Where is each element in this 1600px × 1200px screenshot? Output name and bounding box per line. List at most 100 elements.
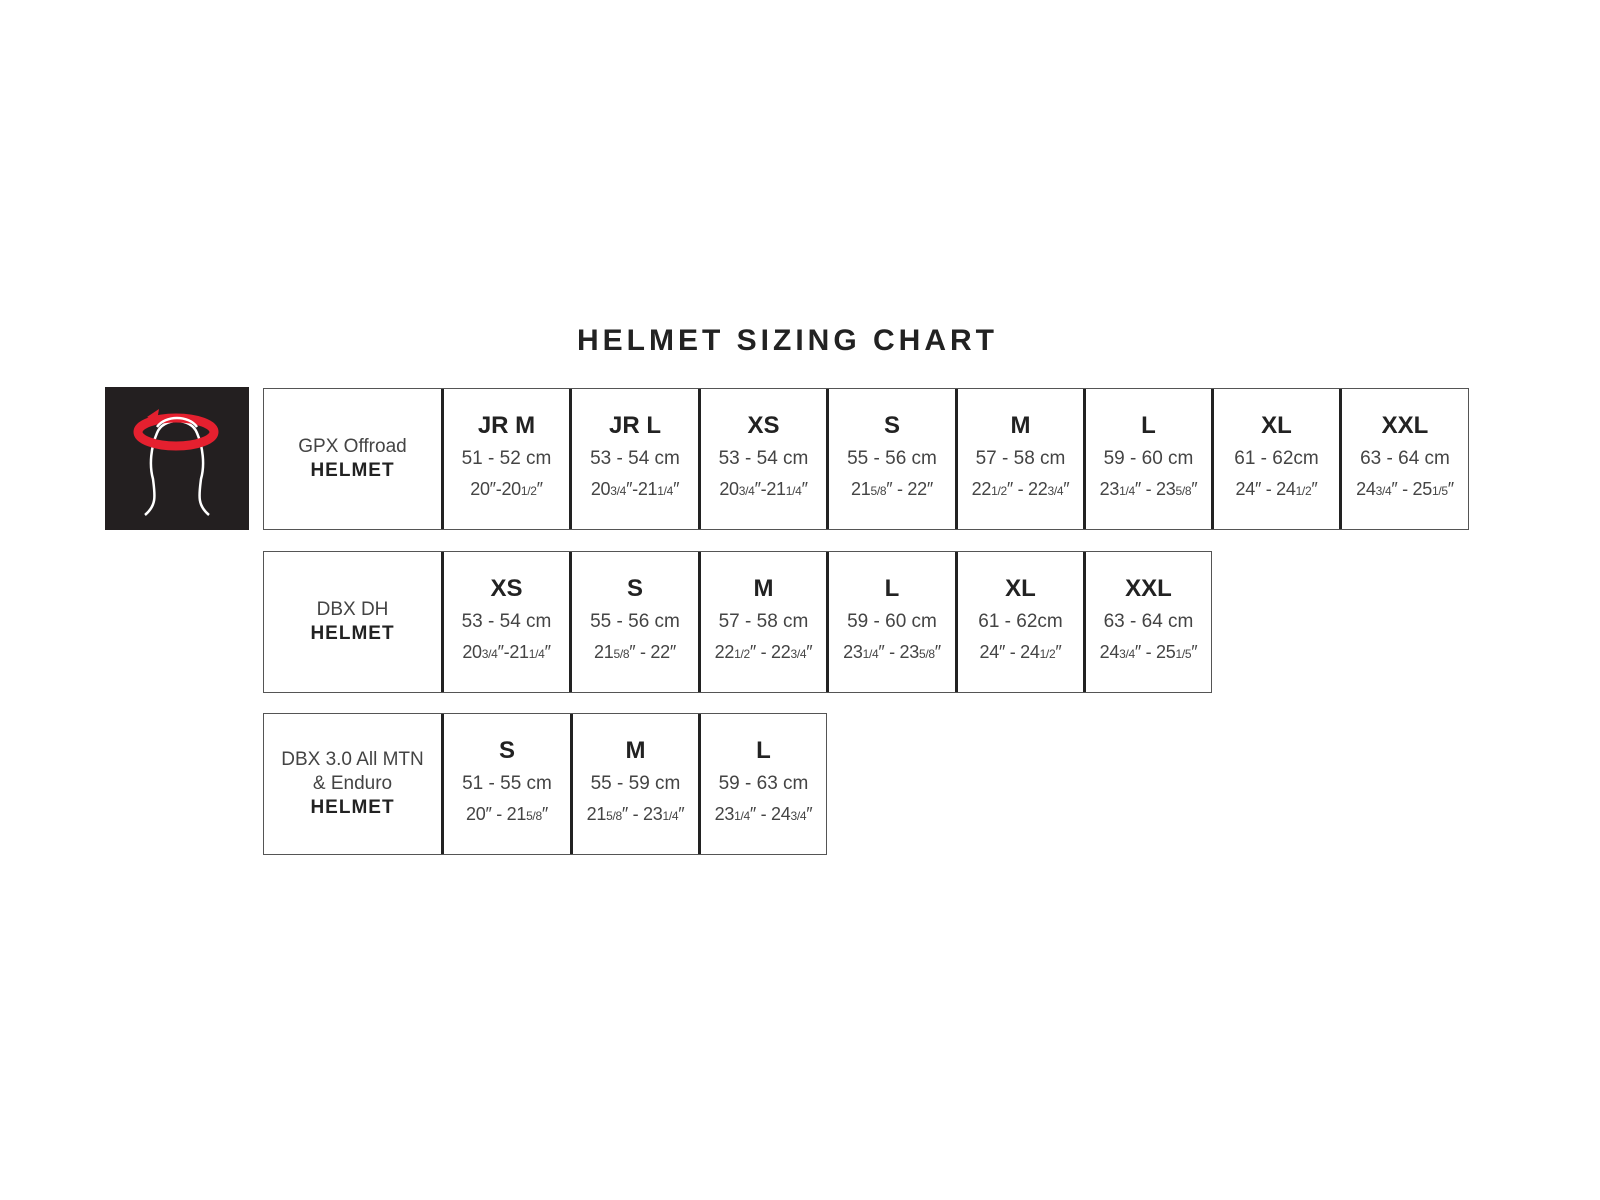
chart-title: HELMET SIZING CHART [577,324,998,357]
size-cell: XS 53 - 54 cm 203/4″-211/4″ [698,389,826,529]
size-cm: 53 - 54 cm [718,448,809,469]
fraction: 3/4 [790,647,807,661]
size-label: S [626,575,643,602]
fraction: 1/4 [662,809,679,823]
fraction: 1/4 [734,809,750,823]
size-cm: 61 - 62cm [1234,448,1319,469]
size-inches: 203/4″-211/4″ [462,642,551,662]
size-inches: 243/4″ - 251/5″ [1099,642,1198,662]
size-label: XXL [1125,575,1172,602]
fraction: 1/2 [1039,647,1056,661]
size-label: XXL [1381,412,1429,439]
size-cell: M 57 - 58 cm 221/2″ - 223/4″ [698,552,826,692]
size-cm: 61 - 62cm [978,611,1063,632]
size-inches: 231/4″ - 243/4″ [714,804,813,824]
size-inches: 203/4″-211/4″ [719,479,808,499]
fraction: 5/8 [918,647,935,661]
size-cm: 55 - 59 cm [590,773,681,794]
size-cm: 53 - 54 cm [590,448,680,469]
fraction: 1/5 [1431,484,1448,498]
fraction: 1/2 [991,484,1007,498]
model-name: GPX Offroad [298,436,407,457]
size-cell: S 55 - 56 cm 215/8″ - 22″ [569,552,698,692]
size-cm: 63 - 64 cm [1360,448,1450,469]
size-cm: 51 - 52 cm [461,448,552,469]
size-cell: XS 53 - 54 cm 203/4″-211/4″ [441,552,569,692]
size-label: M [1010,412,1031,439]
fraction: 5/8 [613,647,630,661]
fraction: 5/8 [606,809,622,823]
helmet-model-label: DBX 3.0 All MTN & Enduro HELMET [264,714,441,854]
fraction: 3/4 [1375,484,1392,498]
size-cell: M 55 - 59 cm 215/8″ - 231/4″ [570,714,698,854]
helmet-model-label: DBX DH HELMET [264,552,441,692]
size-cell: L 59 - 63 cm 231/4″ - 243/4″ [698,714,826,854]
size-label: S [498,737,515,764]
head-circumference-icon [105,387,249,530]
size-label: L [756,737,771,764]
size-cell: M 57 - 58 cm 221/2″ - 223/4″ [955,389,1083,529]
model-name-line2: & Enduro [312,773,393,794]
size-cm: 57 - 58 cm [718,611,809,632]
size-label: XL [1005,575,1036,602]
size-label: M [625,737,646,764]
size-cell: JR M 51 - 52 cm 20″-201/2″ [441,389,569,529]
size-cell: L 59 - 60 cm 231/4″ - 235/8″ [826,552,955,692]
size-cell: JR L 53 - 54 cm 203/4″-211/4″ [569,389,698,529]
helmet-type: HELMET [310,623,395,644]
size-inches: 24″ - 241/2″ [1235,479,1318,499]
size-label: M [753,575,774,602]
size-cell: XL 61 - 62cm 24″ - 241/2″ [955,552,1083,692]
size-inches: 243/4″ - 251/5″ [1356,479,1454,499]
size-cm: 59 - 63 cm [718,773,809,794]
size-cm: 55 - 56 cm [590,611,680,632]
dbx-3-all-mtn-size-table: DBX 3.0 All MTN & Enduro HELMET S 51 - 55 cm… [263,713,827,855]
size-inches: 215/8″ - 231/4″ [586,804,685,824]
size-cm: 55 - 56 cm [847,448,937,469]
size-cell: S 55 - 56 cm 215/8″ - 22″ [826,389,955,529]
fraction: 3/4 [790,809,807,823]
gpx-offroad-size-table: GPX Offroad HELMET JR M 51 - 52 cm 20″-201/2… [263,388,1469,530]
fraction: 5/8 [1175,484,1192,498]
size-inches: 203/4″-211/4″ [590,479,680,499]
size-inches: 221/2″ - 223/4″ [714,642,813,662]
size-label: S [883,412,900,439]
size-cell: XXL 63 - 64 cm 243/4″ - 251/5″ [1339,389,1468,529]
size-cell: XXL 63 - 64 cm 243/4″ - 251/5″ [1083,552,1211,692]
helmet-model-label: GPX Offroad HELMET [264,389,441,529]
fraction: 5/8 [526,809,542,823]
size-label: JR L [608,412,661,439]
size-label: XS [747,412,780,439]
fraction: 1/4 [657,484,674,498]
fraction: 1/4 [1119,484,1135,498]
fraction: 3/4 [610,484,627,498]
size-cell: S 51 - 55 cm 20″ - 215/8″ [441,714,570,854]
dbx-dh-size-table: DBX DH HELMET XS 53 - 54 cm 203/4″-211/4″ S 55… [263,551,1212,693]
size-cm: 53 - 54 cm [461,611,552,632]
size-inches: 215/8″ - 22″ [851,479,933,499]
fraction: 5/8 [870,484,887,498]
size-inches: 231/4″ - 235/8″ [843,642,941,662]
fraction: 1/4 [785,484,802,498]
fraction: 1/2 [734,647,750,661]
helmet-type: HELMET [310,460,395,481]
size-cm: 59 - 60 cm [1103,448,1194,469]
fraction: 1/4 [862,647,879,661]
size-label: XS [490,575,523,602]
size-cm: 63 - 64 cm [1103,611,1194,632]
size-label: L [1141,412,1156,439]
size-inches: 20″-201/2″ [470,479,543,499]
size-label: JR M [477,412,536,439]
fraction: 3/4 [738,484,755,498]
size-cell: L 59 - 60 cm 231/4″ - 235/8″ [1083,389,1211,529]
size-inches: 221/2″ - 223/4″ [971,479,1070,499]
fraction: 1/4 [528,647,545,661]
size-inches: 20″ - 215/8″ [466,804,548,824]
size-inches: 215/8″ - 22″ [594,642,676,662]
size-cm: 51 - 55 cm [462,773,552,794]
size-cell: XL 61 - 62cm 24″ - 241/2″ [1211,389,1339,529]
size-cm: 57 - 58 cm [975,448,1066,469]
fraction: 1/2 [1295,484,1312,498]
fraction: 3/4 [481,647,498,661]
size-label: L [884,575,900,602]
